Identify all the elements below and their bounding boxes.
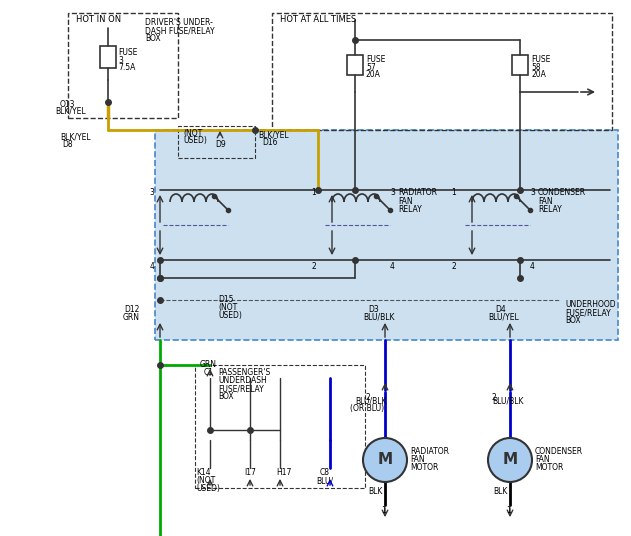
Text: USED): USED)	[196, 484, 220, 493]
Text: FAN: FAN	[535, 455, 550, 464]
Text: 57: 57	[366, 63, 375, 72]
Text: BLU/BLK: BLU/BLK	[492, 396, 524, 405]
Text: FUSE: FUSE	[531, 55, 550, 64]
Text: BOX: BOX	[565, 316, 581, 325]
Bar	[178, 126, 255, 158]
Text: 1: 1	[451, 188, 456, 197]
Text: GRN: GRN	[123, 313, 140, 322]
Text: 3: 3	[530, 188, 535, 197]
Text: C8: C8	[320, 468, 330, 477]
Text: UNDERHOOD: UNDERHOOD	[565, 300, 616, 309]
Bar	[155, 130, 618, 340]
Text: HOT IN ON: HOT IN ON	[76, 15, 121, 24]
Text: (OR BLU): (OR BLU)	[350, 404, 384, 413]
Text: (NOT: (NOT	[218, 303, 237, 312]
Text: CONDENSER: CONDENSER	[538, 188, 586, 197]
Text: HOT AT ALL TIMES: HOT AT ALL TIMES	[280, 15, 357, 24]
Text: BOX: BOX	[218, 392, 233, 401]
Text: 1: 1	[311, 188, 316, 197]
Text: BLU/BLK: BLU/BLK	[363, 313, 394, 322]
Text: 20A: 20A	[531, 70, 546, 79]
Text: D8: D8	[62, 140, 73, 149]
Text: PASSENGER'S: PASSENGER'S	[218, 368, 270, 377]
Text: RADIATOR: RADIATOR	[410, 447, 449, 456]
Text: FAN: FAN	[538, 197, 553, 206]
Text: O13: O13	[60, 100, 76, 109]
Text: FAN: FAN	[410, 455, 425, 464]
Text: RADIATOR: RADIATOR	[398, 188, 437, 197]
Circle shape	[488, 438, 532, 482]
Text: USED): USED)	[218, 311, 242, 320]
Text: DRIVER'S UNDER-: DRIVER'S UNDER-	[145, 18, 213, 27]
Text: BLU/BLK: BLU/BLK	[355, 396, 387, 405]
Text: 2: 2	[451, 262, 456, 271]
Bar	[100, 46, 116, 68]
Text: UNDERDASH: UNDERDASH	[218, 376, 267, 385]
Text: BLK: BLK	[493, 487, 507, 496]
Text: 1: 1	[506, 506, 510, 515]
Text: H17: H17	[276, 468, 292, 477]
Text: BLK/YEL: BLK/YEL	[258, 130, 288, 139]
Text: BLU/YEL: BLU/YEL	[488, 313, 519, 322]
Bar	[347, 55, 363, 75]
Bar	[195, 365, 365, 488]
Text: DASH FUSE/RELAY: DASH FUSE/RELAY	[145, 26, 215, 35]
Text: RELAY: RELAY	[398, 205, 422, 214]
Bar	[68, 13, 178, 118]
Text: D12: D12	[125, 305, 140, 314]
Text: (NOT: (NOT	[183, 129, 203, 138]
Text: 4: 4	[530, 262, 535, 271]
Text: 3: 3	[118, 56, 123, 65]
Text: D9: D9	[215, 140, 226, 149]
Circle shape	[363, 438, 407, 482]
Text: 58: 58	[531, 63, 541, 72]
Text: MOTOR: MOTOR	[535, 463, 563, 472]
Text: (NOT: (NOT	[196, 476, 215, 485]
Text: 2: 2	[492, 393, 497, 402]
Text: D16: D16	[262, 138, 278, 147]
Text: 4: 4	[390, 262, 395, 271]
Text: M: M	[502, 452, 517, 467]
Text: FUSE/RELAY: FUSE/RELAY	[218, 384, 264, 393]
Text: GRN: GRN	[200, 360, 217, 369]
Text: BOX: BOX	[145, 34, 161, 43]
Text: FUSE/RELAY: FUSE/RELAY	[565, 308, 611, 317]
Text: 20A: 20A	[366, 70, 381, 79]
Text: 3: 3	[149, 188, 154, 197]
Text: 4: 4	[149, 262, 154, 271]
Text: 3: 3	[390, 188, 395, 197]
Text: BLK/YEL: BLK/YEL	[60, 132, 91, 141]
Bar	[512, 55, 528, 75]
Text: BLU/: BLU/	[316, 476, 333, 485]
Text: FUSE: FUSE	[366, 55, 386, 64]
Text: 7.5A: 7.5A	[118, 63, 136, 72]
Text: BLK: BLK	[368, 487, 382, 496]
Text: FUSE: FUSE	[118, 48, 138, 57]
Text: 1: 1	[381, 506, 386, 515]
Text: 2: 2	[365, 393, 370, 402]
Text: K14: K14	[196, 468, 211, 477]
Text: M: M	[377, 452, 392, 467]
Text: C1: C1	[204, 368, 214, 377]
Text: MOTOR: MOTOR	[410, 463, 439, 472]
Text: I17: I17	[244, 468, 256, 477]
Text: D3: D3	[368, 305, 379, 314]
Text: CONDENSER: CONDENSER	[535, 447, 583, 456]
Text: D4: D4	[495, 305, 506, 314]
Text: FAN: FAN	[398, 197, 413, 206]
Text: 2: 2	[311, 262, 316, 271]
Text: RELAY: RELAY	[538, 205, 562, 214]
Text: BLK/YEL: BLK/YEL	[55, 107, 86, 116]
Text: USED): USED)	[183, 136, 207, 145]
Text: D15: D15	[218, 295, 233, 304]
Bar	[272, 13, 612, 130]
